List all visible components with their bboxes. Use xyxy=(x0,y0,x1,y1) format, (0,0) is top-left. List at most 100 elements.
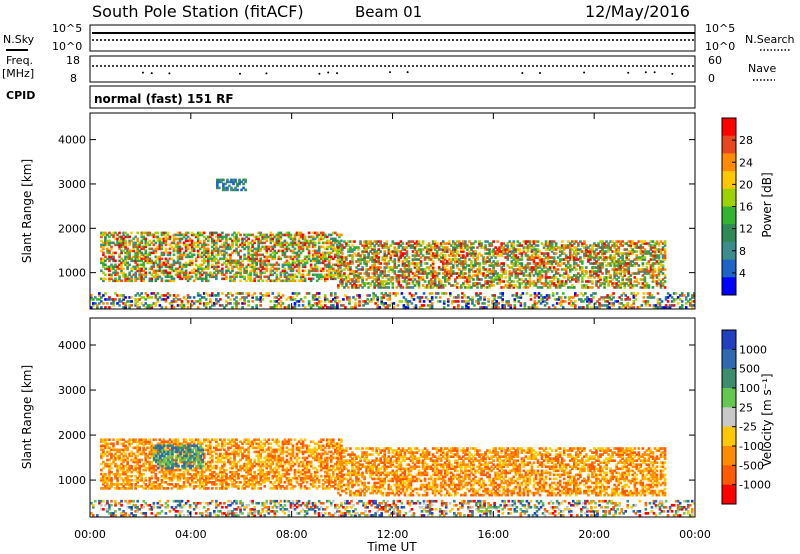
echo-cell xyxy=(313,245,317,249)
echo-cell xyxy=(184,237,188,241)
echo-cell xyxy=(387,278,391,281)
echo-cell xyxy=(532,248,536,251)
echo-cell xyxy=(516,264,520,267)
echo-cell xyxy=(102,448,105,452)
echo-cell xyxy=(649,258,653,261)
echo-cell xyxy=(593,270,596,273)
echo-cell xyxy=(632,294,636,297)
echo-cell xyxy=(313,273,317,277)
echo-cell xyxy=(345,244,348,247)
echo-cell xyxy=(327,275,331,279)
echo-cell xyxy=(279,241,283,245)
echo-cell xyxy=(369,256,372,259)
echo-cell xyxy=(504,270,508,273)
echo-cell xyxy=(375,270,378,273)
echo-cell xyxy=(556,268,560,271)
echo-cell xyxy=(655,240,659,243)
echo-cell xyxy=(108,255,111,259)
echo-cell xyxy=(494,264,497,267)
echo-cell xyxy=(341,282,344,285)
echo-cell xyxy=(208,273,212,277)
echo-cell xyxy=(648,294,652,297)
echo-cell xyxy=(542,258,546,261)
echo-cell xyxy=(462,256,465,259)
echo-cell xyxy=(273,235,277,239)
echo-cell xyxy=(395,266,399,269)
echo-cell xyxy=(180,253,184,257)
echo-cell xyxy=(562,282,566,285)
echo-cell xyxy=(485,306,488,309)
echo-cell xyxy=(325,257,329,261)
echo-cell xyxy=(162,241,166,245)
echo-cell xyxy=(184,231,188,235)
echo-cell xyxy=(108,277,111,281)
echo-cell xyxy=(186,275,190,279)
echo-cell xyxy=(607,262,610,265)
echo-cell xyxy=(265,275,269,279)
echo-cell xyxy=(188,259,192,263)
echo-cell xyxy=(502,246,506,249)
echo-cell xyxy=(653,248,657,251)
echo-cell xyxy=(367,254,370,257)
echo-cell xyxy=(261,245,265,249)
echo-cell xyxy=(347,244,350,247)
echo-cell xyxy=(140,267,144,271)
echo-cell xyxy=(287,304,291,307)
echo-cell xyxy=(393,252,397,255)
echo-cell xyxy=(190,249,194,253)
echo-cell xyxy=(98,302,101,305)
echo-cell xyxy=(365,264,368,267)
echo-cell xyxy=(132,265,135,269)
echo-cell xyxy=(134,267,137,271)
echo-cell xyxy=(297,263,301,267)
echo-cell xyxy=(241,241,244,245)
echo-cell xyxy=(456,272,459,275)
echo-cell xyxy=(441,258,445,261)
echo-cell xyxy=(301,273,305,277)
echo-cell xyxy=(293,265,297,269)
echo-cell xyxy=(231,275,234,279)
echo-cell xyxy=(130,296,133,299)
echo-cell xyxy=(393,272,397,275)
echo-cell xyxy=(433,240,437,243)
echo-cell xyxy=(237,271,240,275)
echo-cell xyxy=(148,243,152,247)
echo-cell xyxy=(633,244,637,247)
echo-cell xyxy=(140,279,144,283)
echo-cell xyxy=(108,446,111,450)
echo-cell xyxy=(513,306,517,309)
echo-cell xyxy=(269,253,273,257)
echo-cell xyxy=(237,245,240,249)
echo-cell xyxy=(533,306,537,309)
echo-cell xyxy=(472,242,475,245)
echo-cell xyxy=(168,294,172,297)
echo-cell xyxy=(371,248,374,251)
echo-cell xyxy=(383,280,387,283)
echo-cell xyxy=(146,304,150,307)
echo-cell xyxy=(154,294,158,297)
echo-cell xyxy=(379,270,383,273)
echo-cell xyxy=(200,273,204,277)
echo-cell xyxy=(327,306,331,309)
echo-cell xyxy=(200,279,204,283)
echo-cell xyxy=(651,272,655,275)
echo-cell xyxy=(118,448,121,452)
echo-cell xyxy=(108,296,111,299)
echo-cell xyxy=(474,240,477,243)
echo-cell xyxy=(370,300,373,303)
echo-cell xyxy=(617,286,620,289)
echo-cell xyxy=(106,241,109,245)
echo-cell xyxy=(367,272,370,275)
echo-cell xyxy=(108,267,111,271)
echo-cell xyxy=(447,262,451,265)
echo-cell xyxy=(666,306,670,309)
echo-cell xyxy=(532,260,536,263)
echo-cell xyxy=(277,277,281,281)
echo-cell xyxy=(245,279,248,283)
echo-cell xyxy=(556,264,560,267)
echo-cell xyxy=(283,255,287,259)
echo-cell xyxy=(532,284,536,287)
echo-cell xyxy=(490,282,493,285)
echo-cell xyxy=(435,252,439,255)
